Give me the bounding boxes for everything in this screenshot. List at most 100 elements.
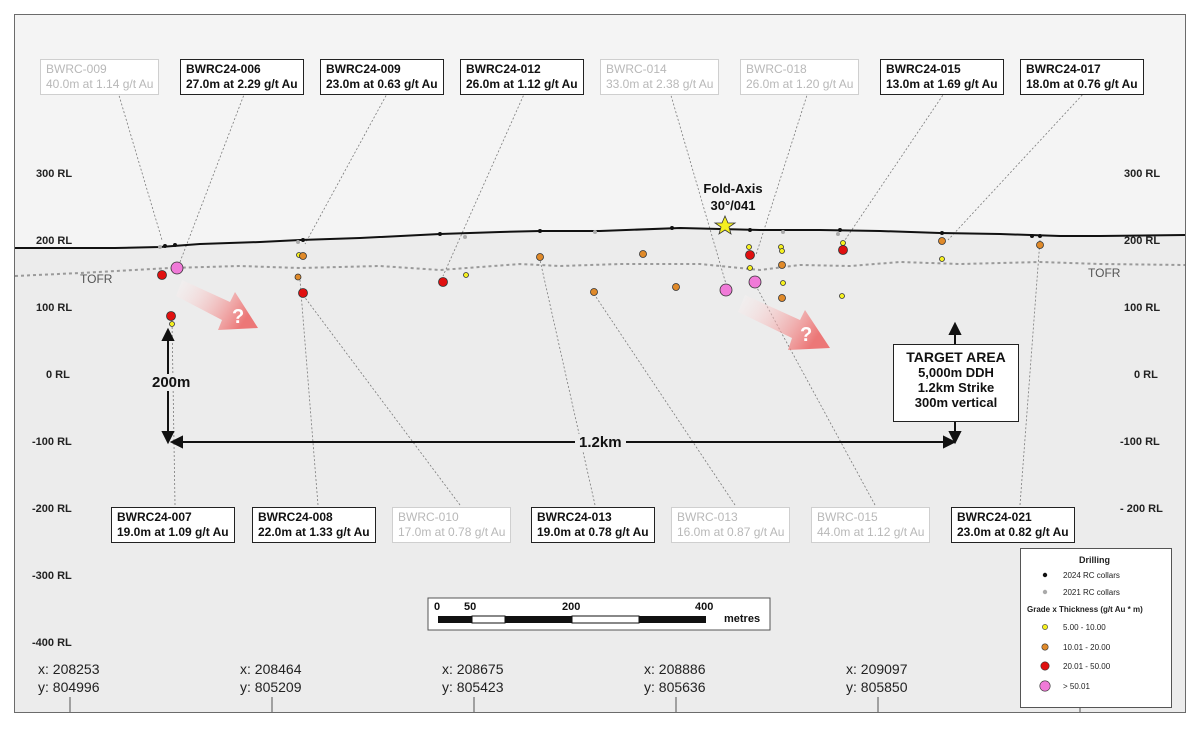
label-bwrc24-017: BWRC24-017 18.0m at 0.76 g/t Au xyxy=(1020,59,1144,95)
intercept: 27.0m at 2.29 g/t Au xyxy=(186,77,298,91)
subsurface-shading xyxy=(15,228,1185,712)
intercept: 33.0m at 2.38 g/t Au xyxy=(606,77,714,91)
label-bwrc24-012: BWRC24-012 26.0m at 1.12 g/t Au xyxy=(460,59,584,95)
leader-bwrc24-017 xyxy=(947,91,1086,241)
intercept: 23.0m at 0.63 g/t Au xyxy=(326,77,438,91)
coord-x: x: 208886 xyxy=(644,661,706,677)
leader-bwrc24-007 xyxy=(171,319,176,506)
leader-lines xyxy=(117,91,1086,506)
hole-id: BWRC-014 xyxy=(606,62,667,76)
legend-2024-collars: 2024 RC collars xyxy=(1063,571,1120,580)
label-bwrc24-007: BWRC24-007 19.0m at 1.09 g/t Au xyxy=(111,507,235,543)
hole-id: BWRC-013 xyxy=(677,510,738,524)
legend-class-4: > 50.01 xyxy=(1063,682,1090,691)
label-bwrc-015: BWRC-015 44.0m at 1.12 g/t Au xyxy=(811,507,931,543)
leader-bwrc24-008 xyxy=(299,279,319,506)
coord-y: y: 805636 xyxy=(644,679,706,695)
easting-ticks xyxy=(69,697,1081,712)
fold-axis-title: Fold-Axis xyxy=(703,181,763,196)
hole-id: BWRC24-015 xyxy=(886,62,961,76)
leader-bwrc-009 xyxy=(117,91,163,241)
label-bwrc24-013: BWRC24-013 19.0m at 0.78 g/t Au xyxy=(531,507,655,543)
intercept: 44.0m at 1.12 g/t Au xyxy=(817,525,925,539)
intercept: 40.0m at 1.14 g/t Au xyxy=(46,77,154,91)
label-bwrc24-021: BWRC24-021 23.0m at 0.82 g/t Au xyxy=(951,507,1075,543)
label-bwrc24-006: BWRC24-006 27.0m at 2.29 g/t Au xyxy=(180,59,304,95)
dim-horizontal-label: 1.2km xyxy=(575,434,626,451)
target-area-title: TARGET AREA xyxy=(906,349,1006,365)
legend-class-1: 5.00 - 10.00 xyxy=(1063,623,1106,632)
rl-right-100: 100 RL xyxy=(1124,302,1161,314)
intercepts xyxy=(157,237,1044,327)
scale-tick-50: 50 xyxy=(464,601,477,613)
hole-id: BWRC-009 xyxy=(46,62,107,76)
hole-id: BWRC24-012 xyxy=(466,62,541,76)
target-area-line-1: 5,000m DDH xyxy=(918,365,994,380)
rl-left-200: 200 RL xyxy=(36,235,73,247)
coord-y: y: 805209 xyxy=(240,679,302,695)
label-bwrc-009: BWRC-009 40.0m at 1.14 g/t Au xyxy=(40,59,160,95)
coord-x: x: 208675 xyxy=(442,661,504,677)
leader-bwrc24-006 xyxy=(179,91,246,263)
intercept: 16.0m at 0.87 g/t Au xyxy=(677,525,785,539)
target-area-line-3: 300m vertical xyxy=(914,395,998,410)
rl-left-minus300: -300 RL xyxy=(32,570,72,582)
coord-x: x: 208464 xyxy=(240,661,302,677)
scale-bar xyxy=(427,597,771,631)
intercept: 22.0m at 1.33 g/t Au xyxy=(258,525,370,539)
intercept: 17.0m at 0.78 g/t Au xyxy=(398,525,506,539)
question-mark-west: ? xyxy=(232,306,245,328)
scale-unit: metres xyxy=(724,613,761,625)
hole-id: BWRC24-007 xyxy=(117,510,192,524)
intercept: 19.0m at 1.09 g/t Au xyxy=(117,525,229,539)
target-area-line-2: 1.2km Strike xyxy=(917,380,995,395)
leader-bwrc24-015 xyxy=(844,91,946,241)
fold-axis-label: Fold-Axis 30°/041 xyxy=(698,180,768,214)
rl-right-0: 0 RL xyxy=(1134,369,1158,381)
coord-y: y: 805850 xyxy=(846,679,908,695)
leader-bwrc24-012 xyxy=(442,91,526,277)
leader-bwrc-015 xyxy=(755,285,876,506)
coord-2: x: 208464 y: 805209 xyxy=(240,660,302,696)
leader-bwrc24-009 xyxy=(304,91,389,245)
rl-left-300: 300 RL xyxy=(36,168,73,180)
label-bwrc24-015: BWRC24-015 13.0m at 1.69 g/t Au xyxy=(880,59,1004,95)
rl-left-0: 0 RL xyxy=(46,369,70,381)
hole-id: BWRC24-008 xyxy=(258,510,333,524)
hole-id: BWRC-018 xyxy=(746,62,807,76)
intercept: 18.0m at 0.76 g/t Au xyxy=(1026,77,1138,91)
intercept: 26.0m at 1.20 g/t Au xyxy=(746,77,854,91)
fold-axis-star xyxy=(713,214,737,235)
tofr-label-left: TOFR xyxy=(80,272,113,286)
legend-symbols xyxy=(1039,572,1051,692)
legend-class-2: 10.01 - 20.00 xyxy=(1063,643,1111,652)
coord-y: y: 805423 xyxy=(442,679,504,695)
rl-right-300: 300 RL xyxy=(1124,168,1161,180)
collars xyxy=(158,226,1042,249)
legend-gxt-title: Grade x Thickness (g/t Au * m) xyxy=(1027,605,1143,614)
coord-1: x: 208253 y: 804996 xyxy=(38,660,100,696)
hole-id: BWRC24-013 xyxy=(537,510,612,524)
coord-5: x: 209097 y: 805850 xyxy=(846,660,908,696)
leader-bwrc24-021 xyxy=(1019,239,1041,506)
legend: Drilling 2024 RC collars 2021 RC collars… xyxy=(1020,548,1172,708)
target-area-box: TARGET AREA 5,000m DDH 1.2km Strike 300m… xyxy=(893,344,1019,422)
rl-left-minus400: -400 RL xyxy=(32,637,72,649)
hole-id: BWRC24-009 xyxy=(326,62,401,76)
coord-3: x: 208675 y: 805423 xyxy=(442,660,504,696)
coord-4: x: 208886 y: 805636 xyxy=(644,660,706,696)
hole-id: BWRC24-021 xyxy=(957,510,1032,524)
scale-tick-0: 0 xyxy=(434,601,441,613)
tofr-label-right: TOFR xyxy=(1088,266,1121,280)
plunge-arrows xyxy=(176,280,830,350)
rl-right-minus100: -100 RL xyxy=(1120,436,1160,448)
label-bwrc-010: BWRC-010 17.0m at 0.78 g/t Au xyxy=(392,507,512,543)
rl-left-minus200: -200 RL xyxy=(32,503,72,515)
intercept: 13.0m at 1.69 g/t Au xyxy=(886,77,998,91)
label-bwrc24-009: BWRC24-009 23.0m at 0.63 g/t Au xyxy=(320,59,444,95)
scale-tick-200: 200 xyxy=(562,601,581,613)
hole-id: BWRC-015 xyxy=(817,510,878,524)
rl-left-minus100: -100 RL xyxy=(32,436,72,448)
label-bwrc-014: BWRC-014 33.0m at 2.38 g/t Au xyxy=(600,59,720,95)
coord-x: x: 209097 xyxy=(846,661,908,677)
